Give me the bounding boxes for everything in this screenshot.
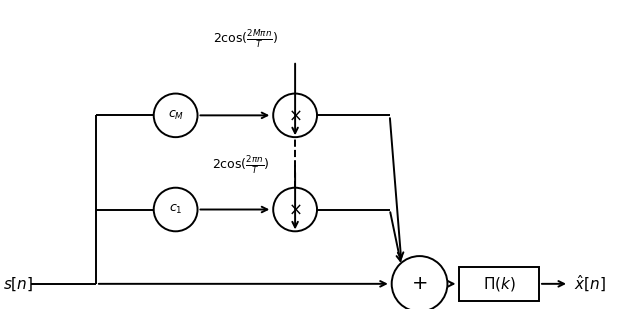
Text: $2\cos(\frac{2\pi n}{T})$: $2\cos(\frac{2\pi n}{T})$ [212, 154, 269, 176]
Text: $c_M$: $c_M$ [168, 109, 184, 122]
Circle shape [273, 94, 317, 137]
Circle shape [154, 188, 198, 231]
Text: $\hat{x}[n]$: $\hat{x}[n]$ [574, 274, 605, 294]
Circle shape [273, 188, 317, 231]
Text: $2\cos(\frac{2M\pi n}{T})$: $2\cos(\frac{2M\pi n}{T})$ [212, 28, 278, 50]
Text: $s[n]$: $s[n]$ [3, 275, 34, 293]
Circle shape [154, 94, 198, 137]
Text: $\times$: $\times$ [288, 201, 302, 219]
Text: $c_1$: $c_1$ [169, 203, 182, 216]
Text: $\times$: $\times$ [288, 106, 302, 124]
Bar [460, 267, 539, 301]
Text: $\Pi(k)$: $\Pi(k)$ [483, 275, 516, 293]
Text: $+$: $+$ [412, 274, 428, 293]
Circle shape [392, 256, 447, 310]
